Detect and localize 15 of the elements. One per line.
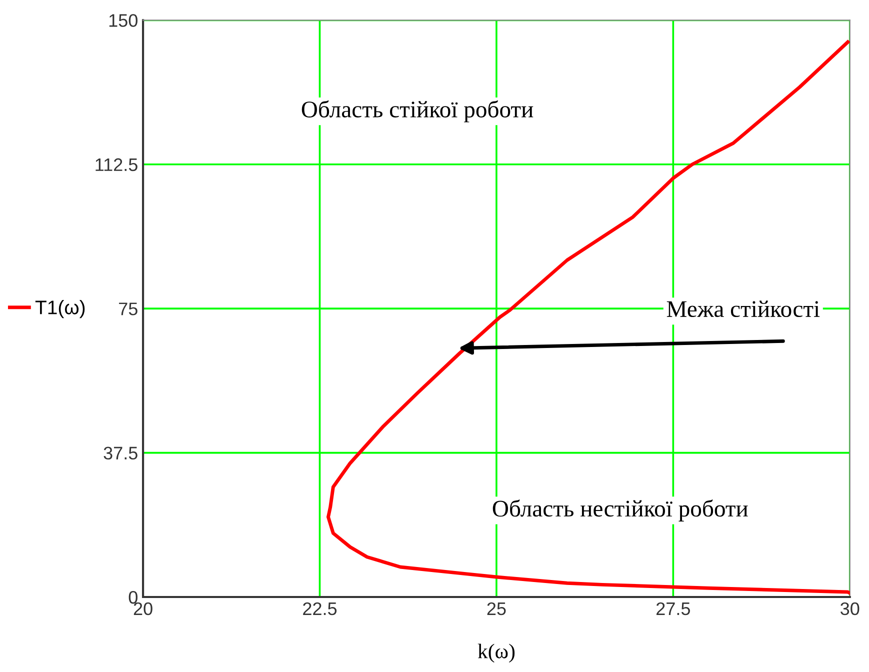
y-tick-label: 0 — [128, 590, 138, 604]
x-tick-label: 22.5 — [303, 602, 337, 616]
x-tick-label: 27.5 — [656, 602, 690, 616]
x-axis-title: k(ω) — [478, 644, 515, 663]
y-tick-label: 37.5 — [104, 446, 138, 460]
y-tick-label: 150 — [109, 14, 138, 27]
annotation: Область нестійкої роботи — [492, 500, 748, 522]
y-tick-label: 112.5 — [96, 158, 138, 172]
legend-label: T1(ω) — [35, 300, 85, 318]
x-tick-label: 20 — [134, 602, 152, 616]
x-tick-label: 25 — [487, 602, 506, 616]
x-tick-label: 30 — [840, 602, 860, 616]
y-tick-label: 75 — [119, 302, 138, 316]
annotation: Область стійкої роботи — [302, 100, 534, 122]
annotation: Межа стійкості — [666, 300, 820, 318]
